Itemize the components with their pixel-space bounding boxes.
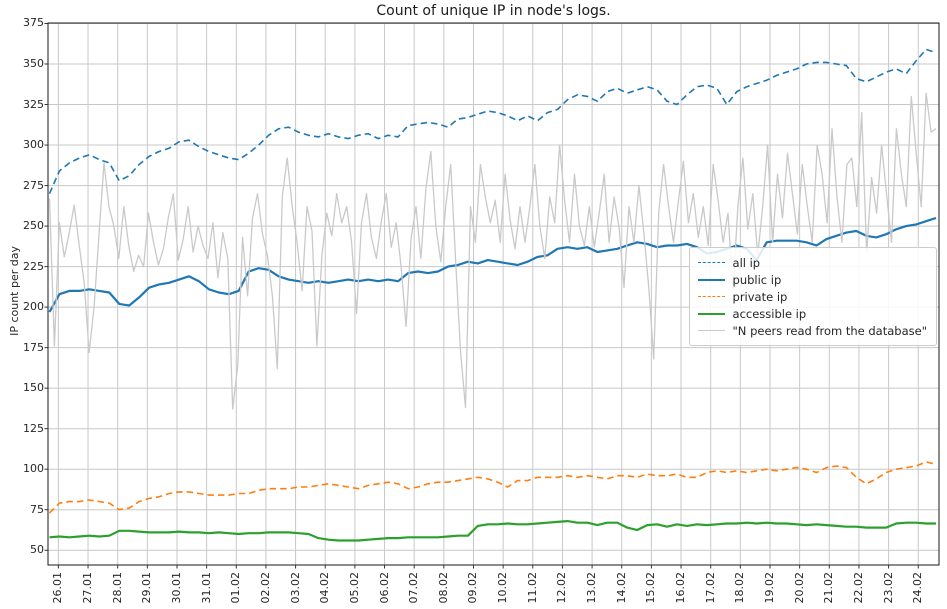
x-tick-label: 28.01: [110, 572, 124, 604]
y-tick-label: 50: [30, 543, 44, 557]
legend-label-private-ip: private ip: [732, 289, 788, 304]
x-tick-label: 29.01: [140, 572, 154, 604]
legend-row: "N peers read from the database": [697, 322, 927, 339]
y-tick-label: 200: [23, 300, 44, 314]
x-tick-label: 23.02: [881, 572, 895, 604]
x-tick-label: 12.02: [555, 572, 569, 604]
y-tick-label: 150: [23, 381, 44, 395]
x-tick-label: 11.02: [525, 572, 539, 604]
x-tick-label: 20.02: [792, 572, 806, 604]
x-tick-label: 06.02: [377, 572, 391, 604]
x-tick-label: 05.02: [347, 572, 361, 604]
x-tick-label: 26.01: [51, 572, 65, 604]
x-tick-label: 08.02: [436, 572, 450, 604]
y-tick-label: 175: [23, 340, 44, 354]
x-tick-label: 03.02: [288, 572, 302, 604]
x-tick-label: 30.01: [169, 572, 183, 604]
legend-label-public-ip: public ip: [732, 272, 782, 287]
y-tick-label: 275: [23, 178, 44, 192]
x-tick-label: 31.01: [199, 572, 213, 604]
legend-label-all-ip: all ip: [732, 255, 761, 270]
x-tick-label: 21.02: [822, 572, 836, 604]
plot-border: [47, 22, 940, 566]
series-line-n-peers-read-from-the-database: [48, 92, 937, 410]
x-tick-label: 09.02: [466, 572, 480, 604]
series-line-all-ip: [48, 48, 937, 195]
legend-row: public ip: [697, 271, 927, 288]
legend-line-private-ip: [697, 296, 725, 297]
x-tick-label: 07.02: [407, 572, 421, 604]
series-line-accessible-ip: [49, 519, 936, 542]
y-tick-label: 225: [23, 259, 44, 273]
y-tick-label: 100: [23, 462, 44, 476]
x-tick-label: 16.02: [674, 572, 688, 604]
x-tick-label: 18.02: [733, 572, 747, 604]
legend-line-public-ip: [697, 278, 725, 281]
x-tick-label: 04.02: [318, 572, 332, 604]
series-line-private-ip: [48, 461, 937, 514]
y-tick-label: 375: [23, 16, 44, 30]
y-tick-label: 75: [30, 502, 44, 516]
legend-row: accessible ip: [697, 305, 927, 322]
legend-line-all-ip: [697, 262, 725, 263]
legend-label-accessible-ip: accessible ip: [732, 306, 807, 321]
legend: all ip public ip private ip accessible i…: [688, 247, 937, 346]
legend-label-n-peers: "N peers read from the database": [732, 323, 927, 338]
legend-line-n-peers: [697, 330, 725, 331]
x-tick-label: 01.02: [229, 572, 243, 604]
x-tick-label: 02.02: [258, 572, 272, 604]
legend-line-accessible-ip: [697, 312, 725, 315]
x-tick-label: 27.01: [81, 572, 95, 604]
y-tick-label: 300: [23, 138, 44, 152]
x-tick-label: 15.02: [644, 572, 658, 604]
y-tick-label: 350: [23, 57, 44, 70]
x-tick-label: 17.02: [703, 572, 717, 604]
x-tick-label: 13.02: [585, 572, 599, 604]
x-tick-label: 19.02: [762, 572, 776, 604]
x-tick-label: 24.02: [911, 572, 925, 604]
x-tick-label: 14.02: [614, 572, 628, 604]
x-tick-label: 10.02: [496, 572, 510, 604]
y-tick-label: 125: [23, 421, 44, 435]
x-tick-label: 22.02: [851, 572, 865, 604]
series-line-public-ip: [48, 216, 937, 313]
legend-row: all ip: [697, 254, 927, 271]
y-tick-label: 325: [23, 97, 44, 111]
chart-title: Count of unique IP in node's logs.: [376, 3, 611, 19]
legend-row: private ip: [697, 288, 927, 305]
y-tick-label: 250: [23, 219, 44, 233]
